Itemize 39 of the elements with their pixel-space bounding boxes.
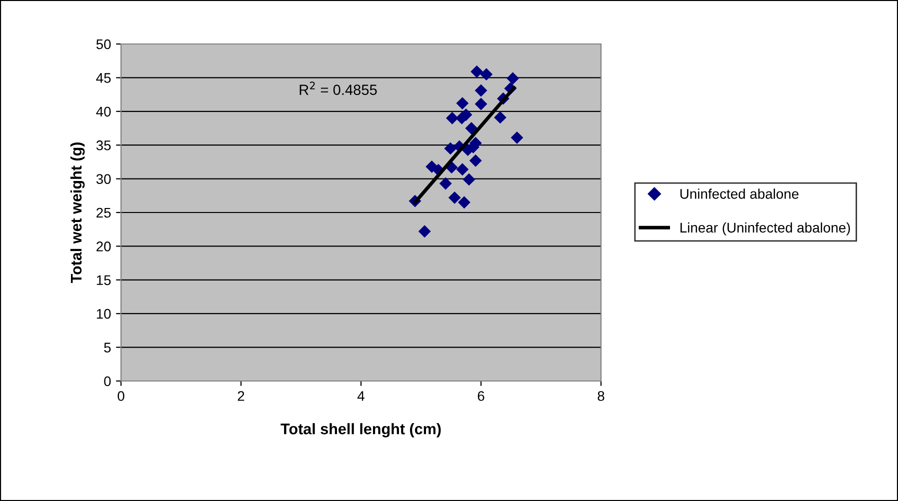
y-tick-label: 30	[96, 174, 111, 184]
x-tick-label: 2	[238, 391, 244, 401]
y-tick-label: 0	[104, 376, 111, 386]
point	[506, 72, 520, 85]
y-tick-label: 10	[96, 308, 111, 319]
point	[439, 177, 452, 190]
point	[456, 163, 469, 176]
point	[480, 68, 493, 81]
x-tick-label: 0	[118, 391, 124, 401]
point	[465, 122, 478, 134]
x-axis-title: Total shell lenght (cm)	[280, 423, 441, 438]
y-tick-label: 5	[104, 342, 111, 352]
y-tick-label: 35	[96, 140, 111, 150]
y-axis-title: Total wet weight (g)	[70, 142, 85, 284]
point	[470, 65, 484, 78]
point	[469, 154, 482, 167]
legend-label: Linear (Uninfected abalone)	[680, 222, 850, 236]
x-tick-label: 6	[478, 391, 484, 401]
point	[458, 196, 470, 209]
y-tick-label: 20	[96, 242, 111, 252]
point	[418, 225, 431, 238]
point	[494, 111, 506, 124]
x-tick-label: 8	[598, 391, 604, 401]
y-tick-label: 15	[96, 275, 111, 286]
point	[510, 131, 524, 144]
point	[462, 173, 476, 186]
point	[474, 98, 488, 110]
point	[444, 142, 457, 155]
legend-label: Uninfected abalone	[680, 188, 798, 199]
point	[446, 112, 458, 124]
point	[448, 191, 461, 204]
y-tick-label: 25	[96, 208, 111, 218]
point	[474, 84, 488, 97]
x-tick-label: 4	[357, 391, 364, 401]
y-tick-label: 50	[96, 39, 111, 50]
y-tick-label: 45	[96, 73, 111, 83]
annotation: R$^{2}$ = 0.4855	[300, 82, 377, 95]
point	[456, 97, 469, 110]
y-tick-label: 40	[96, 106, 111, 117]
